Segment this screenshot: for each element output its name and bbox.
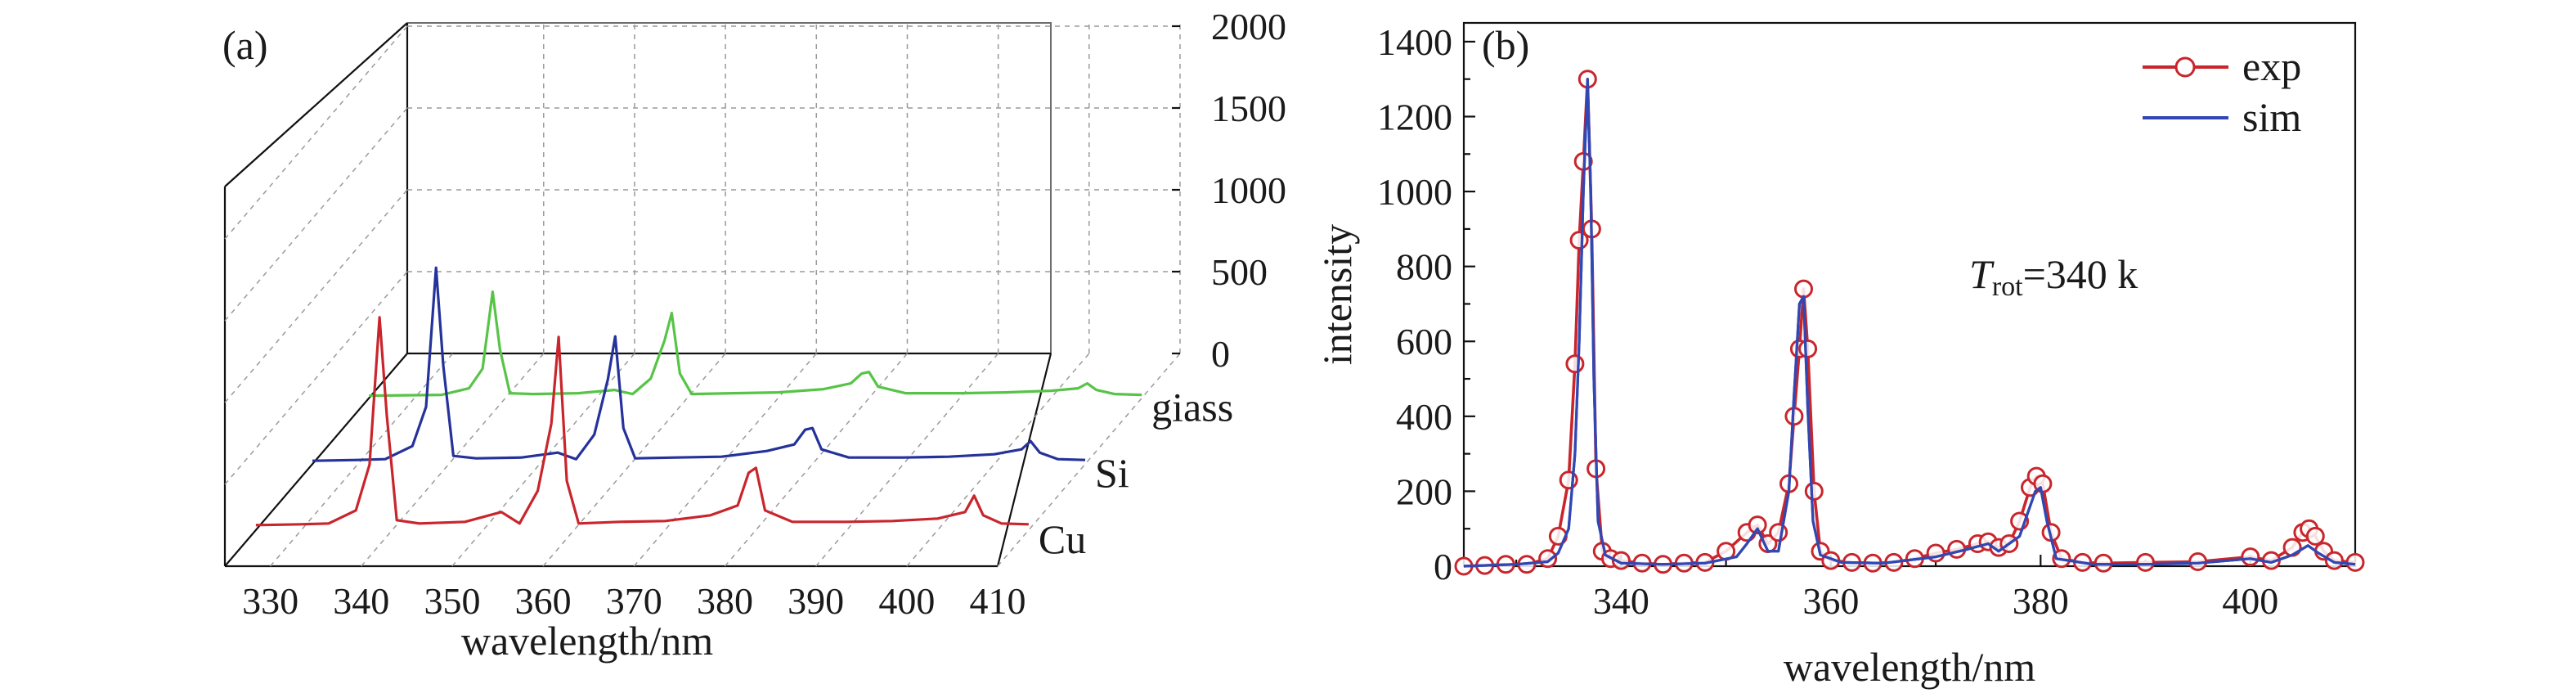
left-wall-gridline: [224, 25, 408, 240]
series-label-giass: giass: [1151, 385, 1233, 430]
floor-gridline: [724, 353, 909, 567]
data-point-exp: [1565, 354, 1585, 374]
x-tick-label: 380: [697, 580, 753, 622]
z-tick-label: 1000: [1211, 169, 1286, 211]
legend-marker-exp: [2174, 56, 2196, 78]
y-tick-label: 1400: [1377, 21, 1452, 63]
x-tick-label: 350: [424, 580, 480, 622]
panel-a-gridlines: [224, 23, 1181, 567]
series-label-Si: Si: [1095, 450, 1129, 496]
data-point-exp: [2305, 526, 2325, 546]
panel-b-label: (b): [1482, 22, 1529, 68]
panel-a-floor-right-edge: [996, 353, 1052, 567]
panel-b-legend: exp sim: [2143, 43, 2301, 140]
series-line-giass: [369, 290, 1142, 398]
data-point-exp: [1794, 279, 1813, 299]
panel-b-x-axis-label: wavelength/nm: [1784, 644, 2035, 690]
data-point-exp: [1804, 481, 1824, 501]
y-tick-label: 1200: [1377, 96, 1452, 137]
x-tick-label: 380: [2013, 580, 2069, 622]
panel-a-x-ticks: 330 340 350 360 370 380 390 400 410: [242, 580, 1025, 622]
x-tick-label: 370: [606, 580, 662, 622]
x-tick-label: 360: [515, 580, 572, 622]
data-point-exp: [1798, 339, 1818, 358]
x-tick-label: 340: [1593, 580, 1649, 622]
panel-a-x-axis-label: wavelength/nm: [461, 618, 713, 664]
panel-a-series-group: [255, 266, 1142, 527]
z-tick-label: 2000: [1211, 6, 1286, 47]
left-wall-gridline: [224, 271, 408, 485]
data-point-exp: [2324, 551, 2344, 570]
x-tick-label: 360: [1802, 580, 1859, 622]
floor-gridline: [815, 353, 999, 567]
y-tick-label: 800: [1396, 246, 1452, 288]
data-point-exp: [2136, 552, 2155, 572]
series-line-Si: [312, 266, 1086, 462]
panel-b-x-ticks: 340 360 380 400: [1515, 555, 2357, 622]
panel-b-series-group: [1454, 70, 2365, 576]
data-point-exp: [1748, 515, 1767, 535]
panel-b-annotation: Trot=340 k: [1969, 251, 2138, 302]
annotation-value: =340 k: [2023, 251, 2138, 297]
z-tick-label: 500: [1211, 251, 1268, 293]
series-label-Cu: Cu: [1039, 516, 1086, 562]
data-point-exp: [2345, 552, 2365, 572]
panel-a-3d-waterfall: 330 340 350 360 370 380 390 400 410 0 500 1000 1500…: [222, 6, 1286, 664]
panel-b-y-axis-label: intensity: [1314, 224, 1360, 365]
x-tick-label: 410: [970, 580, 1026, 622]
floor-gridline: [361, 353, 545, 567]
y-tick-label: 0: [1434, 546, 1452, 587]
floor-gridline: [997, 353, 1181, 567]
legend-label-exp: exp: [2242, 43, 2301, 89]
series-line-sim-overlay: [1463, 78, 2356, 568]
panel-a-left-top-edge: [224, 22, 408, 187]
x-tick-label: 330: [242, 580, 298, 622]
y-tick-label: 400: [1396, 396, 1452, 438]
data-point-exp: [2241, 547, 2260, 567]
z-tick-label: 1500: [1211, 88, 1286, 129]
left-wall-gridline: [224, 107, 408, 322]
floor-gridline: [542, 353, 726, 567]
x-tick-label: 390: [788, 580, 844, 622]
annotation-symbol: T: [1969, 251, 1995, 297]
x-tick-label: 340: [333, 580, 389, 622]
panel-a-label: (a): [222, 22, 268, 68]
series-line-Cu: [255, 316, 1029, 527]
panel-b-spectrum: 340 360 380 400 0 200 400 600 800 1000 1200 1400 (…: [1314, 21, 2365, 690]
annotation-subscript: rot: [1992, 272, 2023, 302]
floor-gridline: [633, 353, 817, 567]
data-point-exp: [1769, 523, 1788, 542]
panel-a-z-ticks: 0 500 1000 1500 2000: [1172, 6, 1286, 375]
floor-gridline: [906, 353, 1090, 567]
left-wall-gridline: [224, 189, 408, 403]
panel-a-back-wall: [407, 22, 1052, 353]
panel-b-y-ticks: 0 200 400 600 800 1000 1200 1400: [1377, 21, 1475, 587]
panel-a-frame: [223, 22, 1181, 568]
y-tick-label: 200: [1396, 470, 1452, 512]
y-tick-label: 1000: [1377, 171, 1452, 213]
x-tick-label: 400: [2222, 580, 2278, 622]
y-tick-label: 600: [1396, 321, 1452, 362]
x-tick-label: 400: [878, 580, 935, 622]
legend-label-sim: sim: [2242, 94, 2301, 140]
data-point-exp: [1611, 551, 1631, 570]
z-tick-label: 0: [1211, 333, 1230, 375]
data-point-exp: [2282, 538, 2302, 557]
